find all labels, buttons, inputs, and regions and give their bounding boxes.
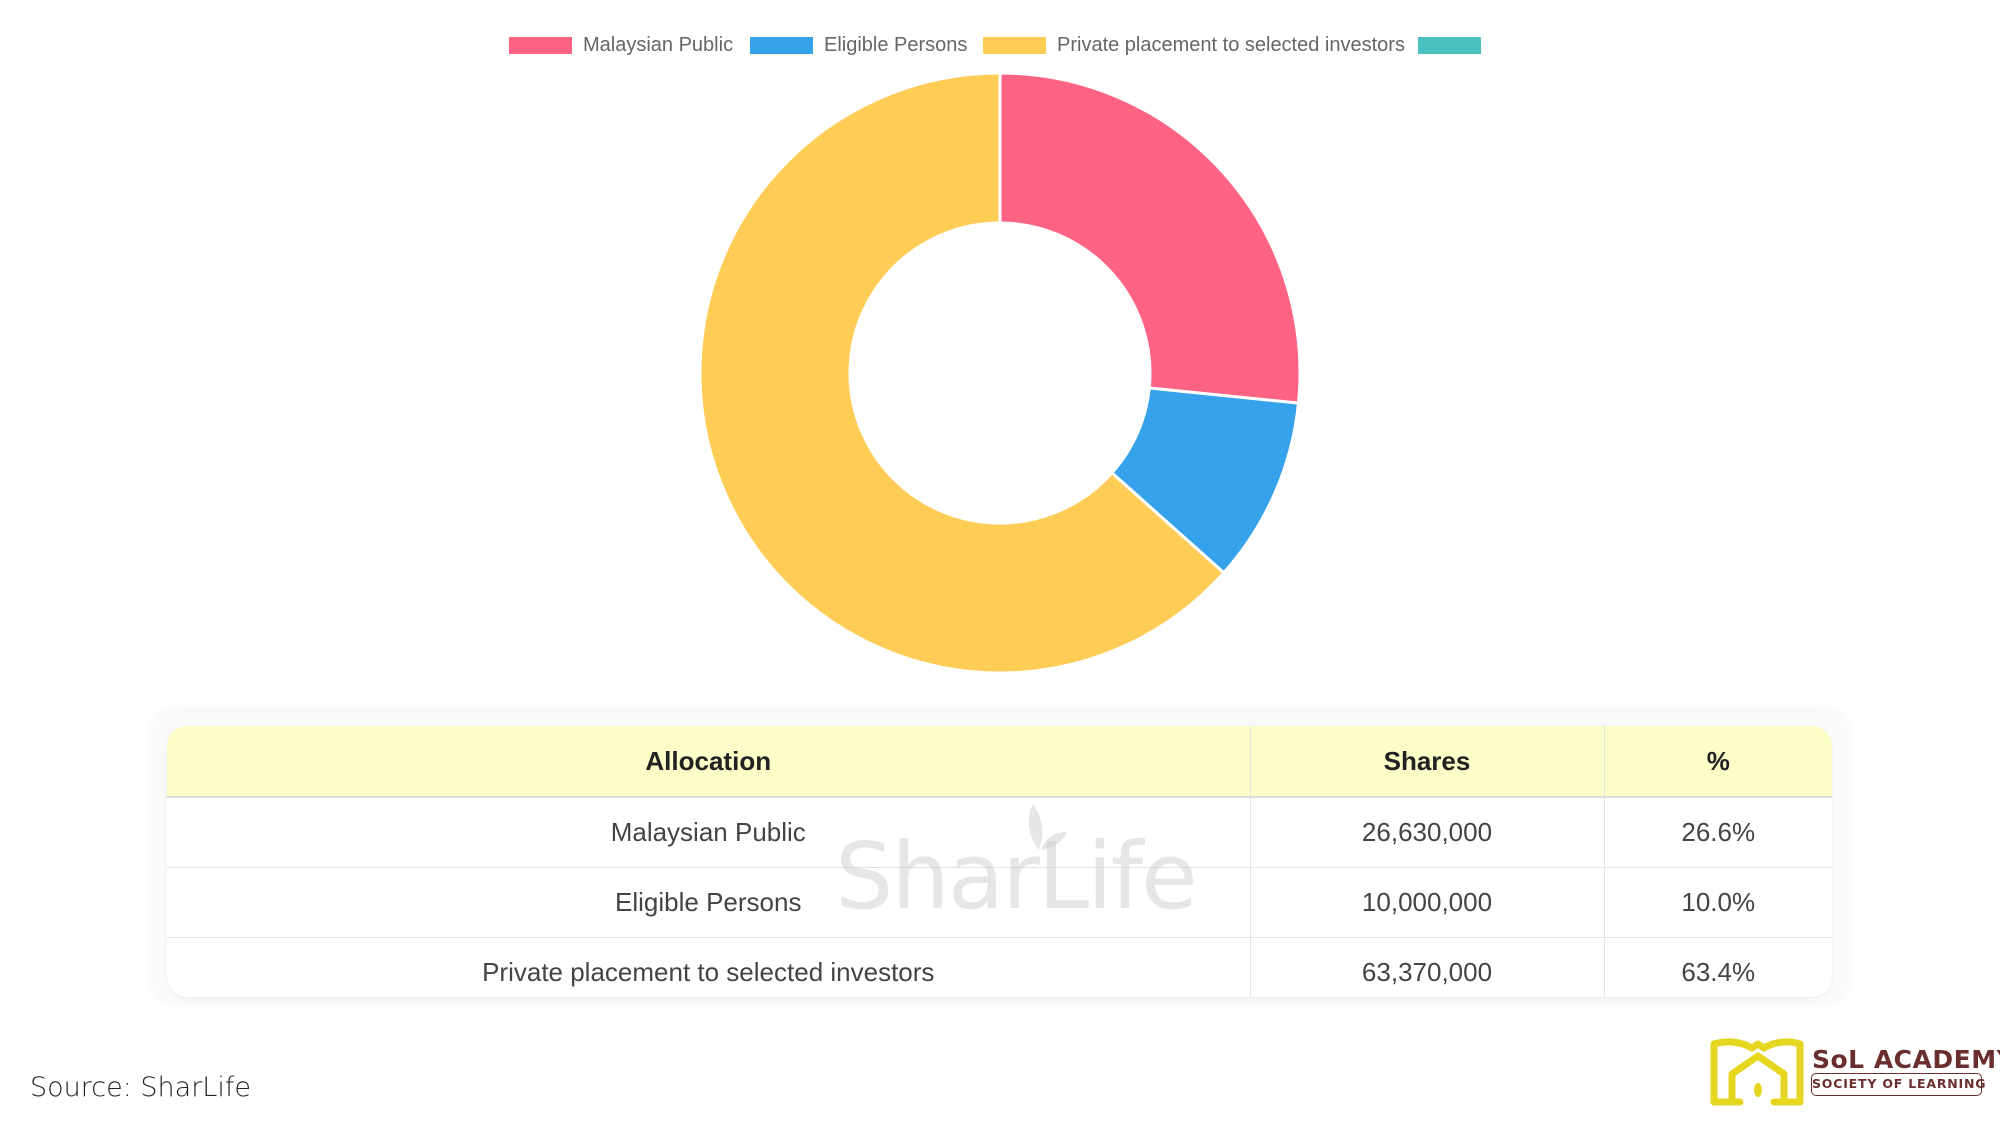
donut-slices: [698, 71, 1302, 675]
logo-subtitle: SOCIETY OF LEARNING: [1811, 1073, 1985, 1096]
cell-allocation: Eligible Persons: [167, 867, 1251, 938]
table-row: Eligible Persons 10,000,000 10.0%: [167, 867, 1832, 938]
header-allocation: Allocation: [167, 726, 1251, 798]
cell-allocation: Malaysian Public: [167, 797, 1251, 868]
slice-malaysian-public[interactable]: [998, 71, 1302, 405]
cell-percent: 10.0%: [1604, 867, 1832, 938]
legend-item-eligible-persons[interactable]: Eligible Persons: [750, 30, 967, 60]
cell-allocation: Private placement to selected investors: [167, 937, 1251, 997]
cell-shares: 26,630,000: [1250, 797, 1605, 868]
header-percent: %: [1604, 726, 1832, 798]
slice-private-placement[interactable]: [698, 71, 1226, 675]
cell-shares: 63,370,000: [1250, 937, 1605, 997]
logo-title: SoL ACADEMY: [1812, 1045, 2000, 1074]
cell-percent: 26.6%: [1604, 797, 1832, 868]
donut-chart: [698, 71, 1302, 675]
cell-shares: 10,000,000: [1250, 867, 1605, 938]
source-caption: Source: SharLife: [30, 1072, 251, 1103]
legend-item-private-placement[interactable]: Private placement to selected investors: [983, 30, 1405, 60]
table-row: Private placement to selected investors …: [167, 937, 1832, 997]
header-shares: Shares: [1250, 726, 1605, 798]
legend-swatch: [983, 36, 1046, 54]
table-row: Malaysian Public 26,630,000 26.6%: [167, 797, 1832, 868]
allocation-table: Allocation Shares % Malaysian Public 26,…: [167, 726, 1832, 997]
legend-item-unlabeled[interactable]: [1418, 30, 1492, 60]
legend-swatch: [750, 36, 813, 54]
chart-legend: Malaysian Public Eligible Persons Privat…: [0, 30, 2000, 60]
house-book-icon: [1710, 1038, 1804, 1106]
sol-academy-logo: SoL ACADEMY SOCIETY OF LEARNING: [1708, 1036, 2000, 1108]
legend-swatch: [1418, 36, 1481, 54]
cell-percent: 63.4%: [1681, 957, 1756, 987]
legend-item-malaysian-public[interactable]: Malaysian Public: [509, 30, 733, 60]
table-header-row: Allocation Shares %: [167, 726, 1832, 798]
legend-label: Malaysian Public: [583, 33, 734, 56]
legend-swatch: [509, 36, 572, 54]
legend-label: Eligible Persons: [824, 33, 968, 56]
legend-label: Private placement to selected investors: [1057, 33, 1405, 56]
